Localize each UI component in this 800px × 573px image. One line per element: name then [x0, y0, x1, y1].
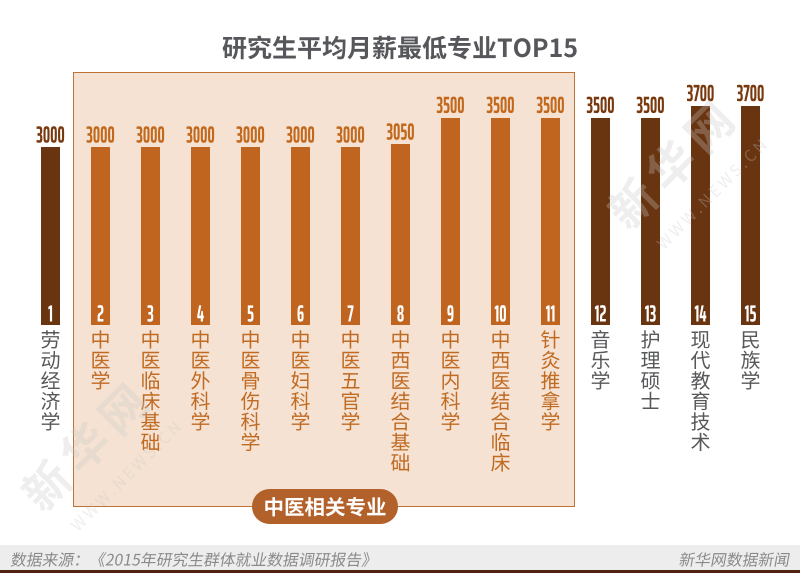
bar-rank-number-11: 11	[541, 300, 560, 324]
bar-value-11: 3500	[526, 92, 576, 116]
bar-rank-7	[341, 147, 360, 325]
source-note: 数据来源：《2015年研究生群体就业数据调研报告》	[10, 548, 358, 569]
chart-title: 研究生平均月薪最低专业TOP15	[0, 33, 800, 61]
bar-label-9: 中医内科学	[441, 330, 470, 433]
bar-rank-number-1: 1	[41, 300, 60, 324]
bar-rank-number-3: 3	[141, 300, 160, 324]
bar-value-7: 3000	[326, 122, 376, 146]
bar-rank-number-12: 12	[591, 300, 610, 324]
footer-bar: 数据来源：《2015年研究生群体就业数据调研报告》 新华网数据新闻	[0, 545, 800, 570]
bar-rank-9	[441, 117, 460, 325]
bar-value-5: 3000	[226, 122, 276, 146]
bar-rank-6	[291, 147, 310, 325]
bar-label-6: 中医妇科学	[291, 330, 320, 433]
bar-value-12: 3500	[576, 92, 626, 116]
bar-rank-number-13: 13	[641, 300, 660, 324]
bar-label-14: 现代教育技术	[691, 330, 720, 453]
bar-rank-1	[41, 147, 60, 325]
bar-rank-number-6: 6	[291, 300, 310, 324]
bar-value-10: 3500	[476, 92, 526, 116]
highlight-badge-label: 中医相关专业	[252, 489, 398, 524]
bar-label-5: 中医骨伤科学	[241, 330, 270, 453]
highlight-badge: 中医相关专业	[252, 489, 398, 524]
bar-rank-number-10: 10	[491, 300, 510, 324]
bar-label-10: 中西医结合临床	[491, 330, 520, 474]
bar-rank-11	[541, 117, 560, 325]
bar-rank-10	[491, 117, 510, 325]
bar-rank-number-7: 7	[341, 300, 360, 324]
bar-rank-number-14: 14	[691, 300, 710, 324]
credit-note: 新华网数据新闻	[684, 548, 789, 569]
bar-label-2: 中医学	[91, 330, 120, 392]
bar-value-1: 3000	[26, 122, 76, 146]
bar-rank-number-15: 15	[741, 300, 760, 324]
bar-label-15: 民族学	[741, 330, 770, 392]
bar-value-9: 3500	[426, 92, 476, 116]
bar-rank-8	[391, 144, 410, 325]
bar-rank-2	[91, 147, 110, 325]
bar-label-13: 护理硕士	[641, 330, 670, 412]
bar-value-6: 3000	[276, 122, 326, 146]
bar-rank-number-4: 4	[191, 300, 210, 324]
footer-accent-strip	[0, 570, 800, 573]
bar-label-11: 针灸推拿学	[541, 330, 570, 433]
bar-rank-12	[591, 117, 610, 325]
bar-label-12: 音乐学	[591, 330, 620, 392]
bar-rank-number-9: 9	[441, 300, 460, 324]
bar-rank-number-2: 2	[91, 300, 110, 324]
bar-rank-4	[191, 147, 210, 325]
bar-value-8: 3050	[376, 119, 426, 143]
bar-value-3: 3000	[126, 122, 176, 146]
bar-rank-number-5: 5	[241, 300, 260, 324]
bar-rank-5	[241, 147, 260, 325]
bar-value-2: 3000	[76, 122, 126, 146]
bar-label-1: 劳动经济学	[41, 330, 70, 433]
bar-label-7: 中医五官学	[341, 330, 370, 433]
bar-value-13: 3500	[626, 92, 676, 116]
bar-rank-3	[141, 147, 160, 325]
bar-label-8: 中西医结合基础	[391, 330, 420, 474]
bar-rank-number-8: 8	[391, 300, 410, 324]
bar-value-4: 3000	[176, 122, 226, 146]
bar-value-14: 3700	[676, 80, 726, 104]
